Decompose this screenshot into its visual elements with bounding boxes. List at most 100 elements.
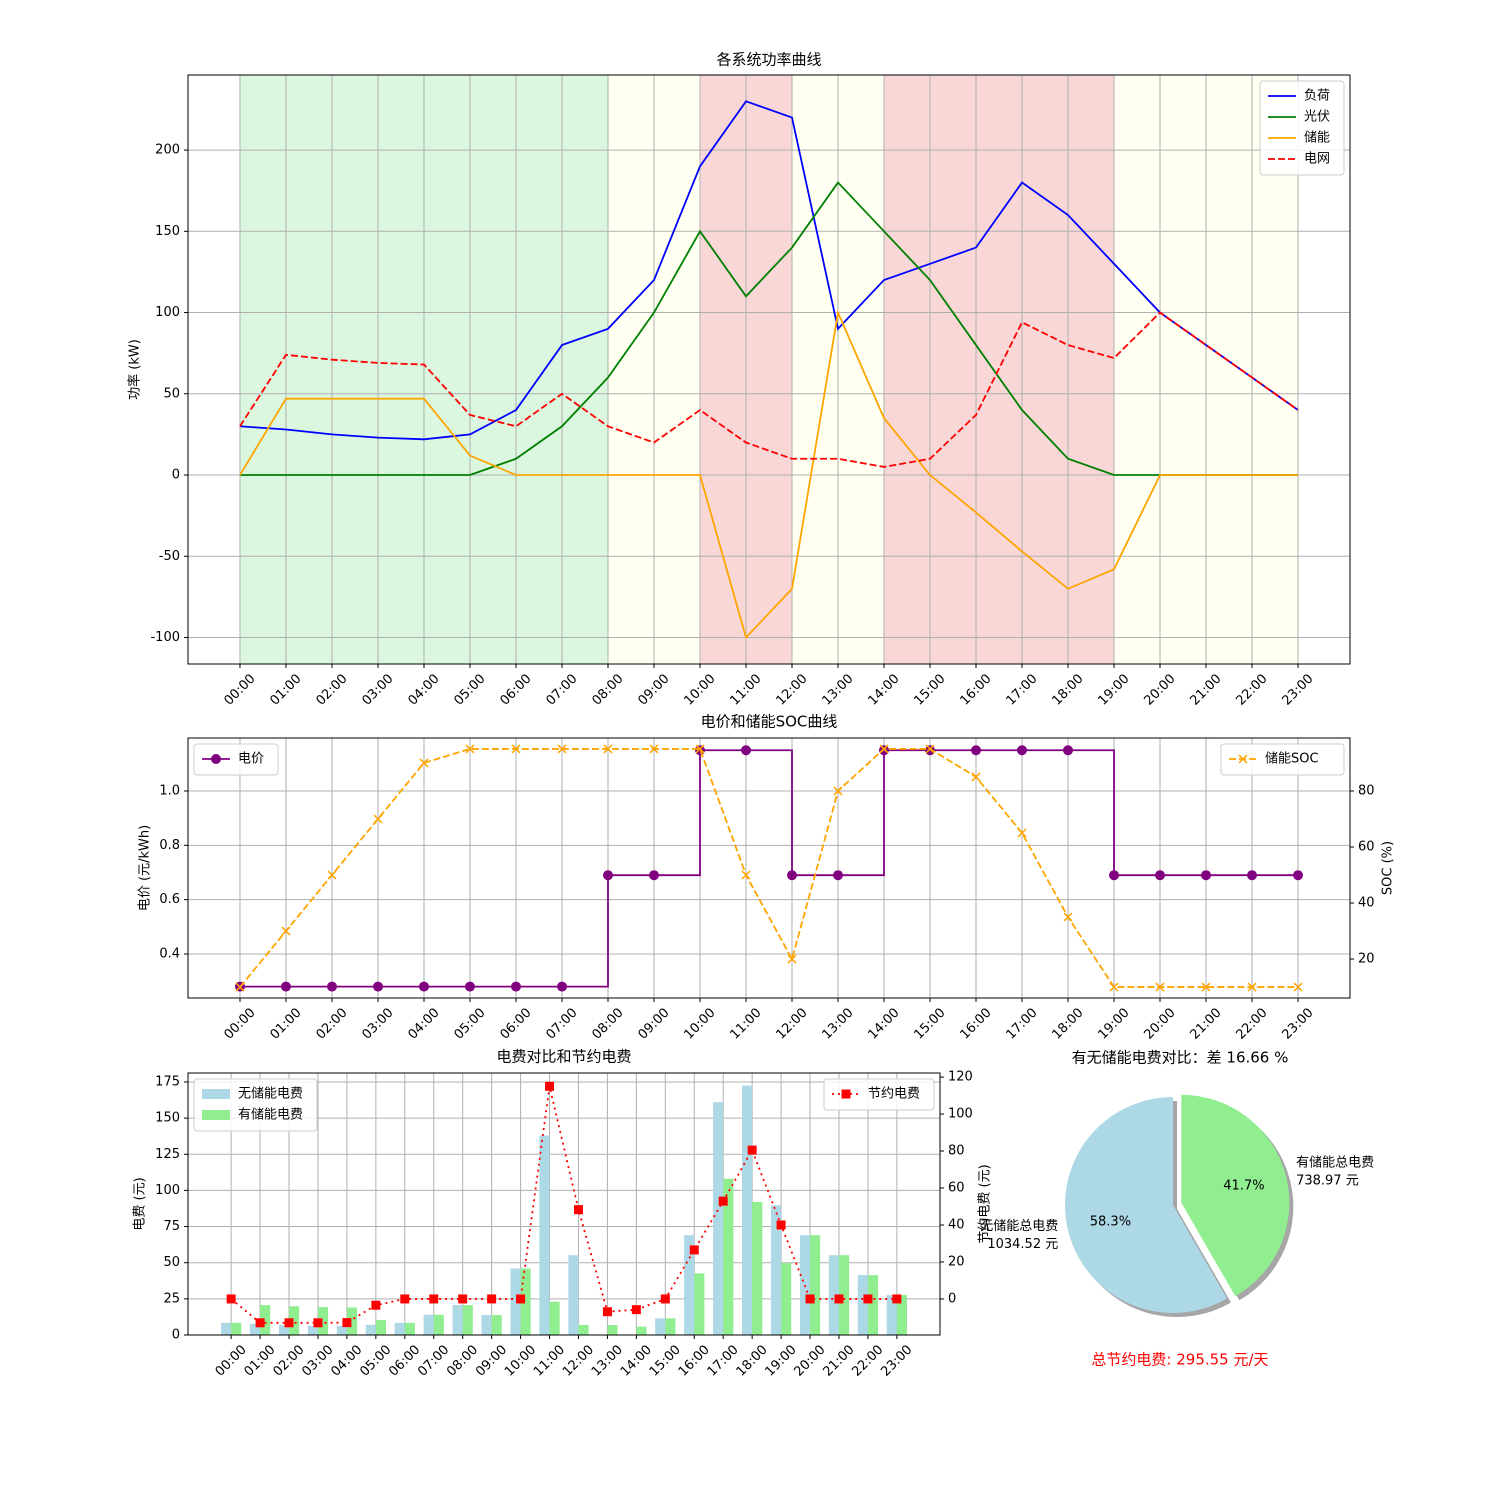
chart-title: 有无储能电费对比：差 16.66 % [1072, 1049, 1289, 1067]
point [327, 870, 337, 880]
bar [549, 1301, 560, 1335]
point [1017, 745, 1028, 756]
bar [684, 1235, 695, 1335]
point [284, 1318, 294, 1328]
legend [1259, 80, 1345, 176]
bar [423, 1314, 434, 1335]
bar [694, 1273, 705, 1335]
chart-title: 电费对比和节约电费 [496, 1048, 631, 1066]
bar [336, 1326, 347, 1335]
point [747, 1145, 757, 1155]
y-tick-label: -50 [159, 549, 180, 564]
point [879, 745, 890, 756]
x-tick-label: 22:00 [1233, 671, 1270, 708]
x-tick-label: 21:00 [1187, 671, 1224, 708]
point [649, 744, 659, 754]
point [695, 744, 705, 754]
bar [375, 1319, 386, 1335]
x-tick-label: 01:00 [267, 1005, 304, 1042]
slice-percent-label: 41.7% [1223, 1178, 1264, 1193]
point [313, 1318, 323, 1328]
bar [742, 1085, 753, 1335]
legend-label: 负荷 [1304, 89, 1330, 104]
y2-tick-label: 120 [948, 1070, 973, 1085]
x-tick-label: 11:00 [531, 1342, 568, 1379]
x-tick-label: 07:00 [415, 1342, 452, 1379]
x-tick-label: 09:00 [635, 1005, 672, 1042]
bar [636, 1326, 647, 1335]
bar [713, 1102, 724, 1335]
y-tick-label: 1.0 [159, 783, 180, 798]
legend-label: 光伏 [1304, 110, 1330, 125]
point [1109, 870, 1120, 881]
point [689, 1245, 699, 1255]
bar [491, 1315, 502, 1335]
point [694, 745, 705, 756]
y-axis-label: 电费 (元) [133, 1177, 148, 1230]
x-tick-label: 23:00 [878, 1342, 915, 1379]
point [1155, 870, 1166, 881]
point [458, 1294, 468, 1304]
line [239, 311, 1299, 468]
bar [278, 1324, 290, 1335]
x-tick-label: 06:00 [386, 1342, 423, 1379]
legend-swatch [202, 1110, 230, 1120]
point [1063, 745, 1074, 756]
legend-label: 储能 [1304, 131, 1330, 146]
legend [823, 1078, 935, 1111]
y2-tick-label: 60 [1358, 839, 1375, 854]
point [465, 744, 475, 754]
x-tick-label: 18:00 [1049, 1005, 1086, 1042]
bar [394, 1322, 405, 1335]
x-tick-label: 15:00 [911, 1005, 948, 1042]
y-tick-label: 150 [155, 224, 180, 239]
x-tick-label: 13:00 [819, 1005, 856, 1042]
point [1109, 982, 1119, 992]
point [741, 870, 751, 880]
bar [655, 1318, 666, 1335]
step-segment [653, 750, 701, 877]
legend-marker [211, 754, 221, 764]
point [557, 744, 567, 754]
point [556, 981, 567, 992]
point [602, 870, 613, 881]
x-tick-label: 06:00 [497, 1005, 534, 1042]
point [971, 772, 981, 782]
bar [828, 1255, 839, 1335]
y-axis-label: 电价 (元/kWh) [138, 825, 153, 911]
x-tick-label: 07:00 [543, 671, 580, 708]
step-segment [838, 750, 885, 877]
point [419, 758, 429, 768]
bar [433, 1314, 444, 1335]
point [418, 981, 429, 992]
x-tick-label: 22:00 [849, 1342, 886, 1379]
y-tick-label: 0 [172, 468, 180, 483]
x-tick-label: 22:00 [1233, 1005, 1270, 1042]
y2-tick-label: 0 [948, 1291, 956, 1306]
axes-frame [187, 1072, 941, 1336]
point [787, 954, 797, 964]
point [1293, 870, 1304, 881]
slice-value-label: 738.97 元 [1296, 1174, 1359, 1189]
point [1293, 982, 1303, 992]
point [776, 1220, 786, 1230]
point [511, 744, 521, 754]
point [833, 786, 843, 796]
x-tick-label: 06:00 [497, 671, 534, 708]
step-segment [561, 875, 609, 988]
y-tick-label: 75 [163, 1219, 180, 1234]
x-tick-label: 21:00 [820, 1342, 857, 1379]
x-tick-label: 07:00 [543, 1005, 580, 1042]
bar [886, 1295, 897, 1335]
point [602, 1307, 612, 1317]
bar [231, 1322, 242, 1335]
x-tick-label: 15:00 [647, 1342, 684, 1379]
point [510, 981, 521, 992]
point [805, 1294, 815, 1304]
point [235, 982, 245, 992]
point [631, 1305, 641, 1315]
legend-label: 无储能电费 [238, 1087, 303, 1102]
y-tick-label: 175 [155, 1074, 180, 1089]
y2-tick-label: 40 [1358, 896, 1375, 911]
